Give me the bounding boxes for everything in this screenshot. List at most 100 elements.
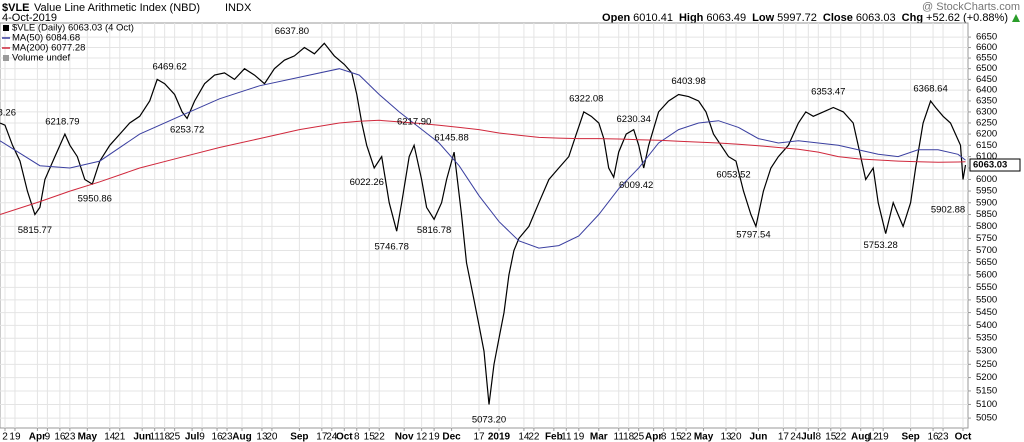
x-tick-label: 15 (825, 432, 837, 442)
marks: 6258.26 6218.79 5950.86 5815.77 6469.62 6253.… (0, 26, 967, 425)
x-tick-label: 16 (211, 432, 223, 442)
price-annotation: 6217.90 (397, 117, 431, 128)
last-price-box (969, 158, 1021, 172)
legend-icon (3, 55, 9, 61)
legend-label: MA(50) 6084.68 (12, 33, 80, 44)
y-tick-label: 5500 (976, 294, 997, 305)
x-tick-label: 20 (266, 432, 278, 442)
axes: 5050 5100 5150 5200 5250 5300 5350 5400 5450 5500… (2, 32, 1021, 442)
price-annotation: 6218.79 (45, 116, 79, 127)
plot-frame (0, 22, 969, 429)
x-tick-label: 8 (354, 432, 360, 442)
legend: $VLE (Daily) 6063.03 (4 Oct)MA(50) 6084.… (2, 23, 134, 64)
x-tick-label: 23 (221, 432, 233, 442)
x-tick-label: 23 (937, 432, 949, 442)
last-price-label: 6063.03 (973, 160, 1007, 171)
price-annotation: 6253.72 (170, 125, 204, 136)
price-annotation: 5815.77 (18, 225, 52, 236)
x-tick-label: 14 (104, 432, 116, 442)
x-tick-label: 2 (2, 432, 8, 442)
price-annotation: 6258.26 (0, 108, 16, 119)
x-tick-label: Jun (133, 432, 151, 442)
y-tick-label: 6500 (976, 63, 997, 74)
symbol: $VLE (2, 2, 30, 14)
quote-label: Open (602, 12, 630, 24)
x-tick-label: 15 (364, 432, 376, 442)
quote-label: Close (823, 12, 853, 24)
x-tick-label: Jul (801, 432, 816, 442)
price-annotation: 6353.47 (811, 87, 845, 98)
quote-value: 5997.72 (777, 12, 817, 24)
y-tick-label: 5200 (976, 372, 997, 383)
y-tick-label: 6550 (976, 53, 997, 64)
quote-label: Chg (902, 12, 923, 24)
legend-label: $VLE (Daily) 6063.03 (4 Oct) (12, 23, 134, 34)
x-tick-label: 11 (614, 432, 625, 442)
up-arrow (1012, 14, 1020, 22)
x-tick-label: Nov (395, 432, 414, 442)
y-tick-label: 5450 (976, 307, 997, 318)
source: @ StockCharts.com (922, 1, 1020, 13)
x-tick-label: 22 (681, 432, 693, 442)
y-tick-label: 5300 (976, 346, 997, 357)
x-tick-label: 15 (671, 432, 683, 442)
x-tick-label: 17 (316, 432, 328, 442)
x-tick-label: May (694, 432, 714, 442)
price-annotation: 6322.08 (569, 94, 603, 105)
price-annotation: 5797.54 (736, 230, 770, 241)
x-tick-label: 23 (64, 432, 76, 442)
price-annotation: 5753.28 (864, 240, 898, 251)
x-tick-label: Oct (336, 432, 353, 442)
y-tick-label: 5600 (976, 270, 997, 281)
x-tick-label: 20 (730, 432, 742, 442)
x-tick-label: 22 (835, 432, 847, 442)
y-tick-label: 5950 (976, 186, 997, 197)
x-tick-label: 12 (416, 432, 428, 442)
price-annotation: 5950.86 (78, 193, 112, 204)
y-tick-label: 5900 (976, 197, 997, 208)
series-line (0, 42, 967, 405)
x-tick-label: 8 (661, 432, 667, 442)
price-annotation: 6022.26 (350, 177, 384, 188)
quote-value: +52.62 (+0.88%) (926, 12, 1008, 24)
price-annotation: 5902.88 (931, 205, 965, 216)
exchange: INDX (225, 2, 252, 14)
x-tick-label: 21 (114, 432, 126, 442)
x-tick-label: 25 (633, 432, 645, 442)
x-tick-label: 22 (528, 432, 540, 442)
y-tick-label: 6300 (976, 106, 997, 117)
x-tick-label: 9 (199, 432, 205, 442)
quote-value: 6010.41 (633, 12, 673, 24)
y-tick-label: 6450 (976, 74, 997, 85)
x-tick-label: Sep (290, 432, 308, 442)
grid (0, 23, 968, 428)
x-tick-label: 13 (720, 432, 732, 442)
y-tick-label: 5150 (976, 385, 997, 396)
x-tick-label: 24 (326, 432, 338, 442)
x-tick-label: 19 (878, 432, 890, 442)
x-tick-label: 2019 (488, 432, 511, 442)
x-tick-label: 9 (45, 432, 51, 442)
y-tick-label: 5350 (976, 333, 997, 344)
y-tick-label: 5050 (976, 413, 997, 424)
price-annotation: 5816.78 (417, 225, 451, 236)
y-tick-label: 5100 (976, 399, 997, 410)
quote-value: 6063.49 (706, 12, 746, 24)
x-tick-label: Apr (645, 432, 662, 442)
x-tick-label: Jul (185, 432, 200, 442)
y-tick-label: 6000 (976, 174, 997, 185)
x-tick-label: 11 (149, 432, 160, 442)
y-tick-label: 5400 (976, 320, 997, 331)
y-tick-label: 6600 (976, 42, 997, 53)
y-tick-label: 6400 (976, 85, 997, 96)
price-annotation: 5073.20 (472, 414, 506, 425)
x-tick-label: 18 (159, 432, 171, 442)
y-tick-label: 5750 (976, 233, 997, 244)
y-tick-label: 6100 (976, 151, 997, 162)
date: 4-Oct-2019 (2, 12, 57, 24)
x-tick-label: Feb (545, 432, 563, 442)
series-line (0, 68, 966, 249)
price-annotation: 5746.78 (375, 242, 409, 253)
x-tick-label: 16 (54, 432, 66, 442)
